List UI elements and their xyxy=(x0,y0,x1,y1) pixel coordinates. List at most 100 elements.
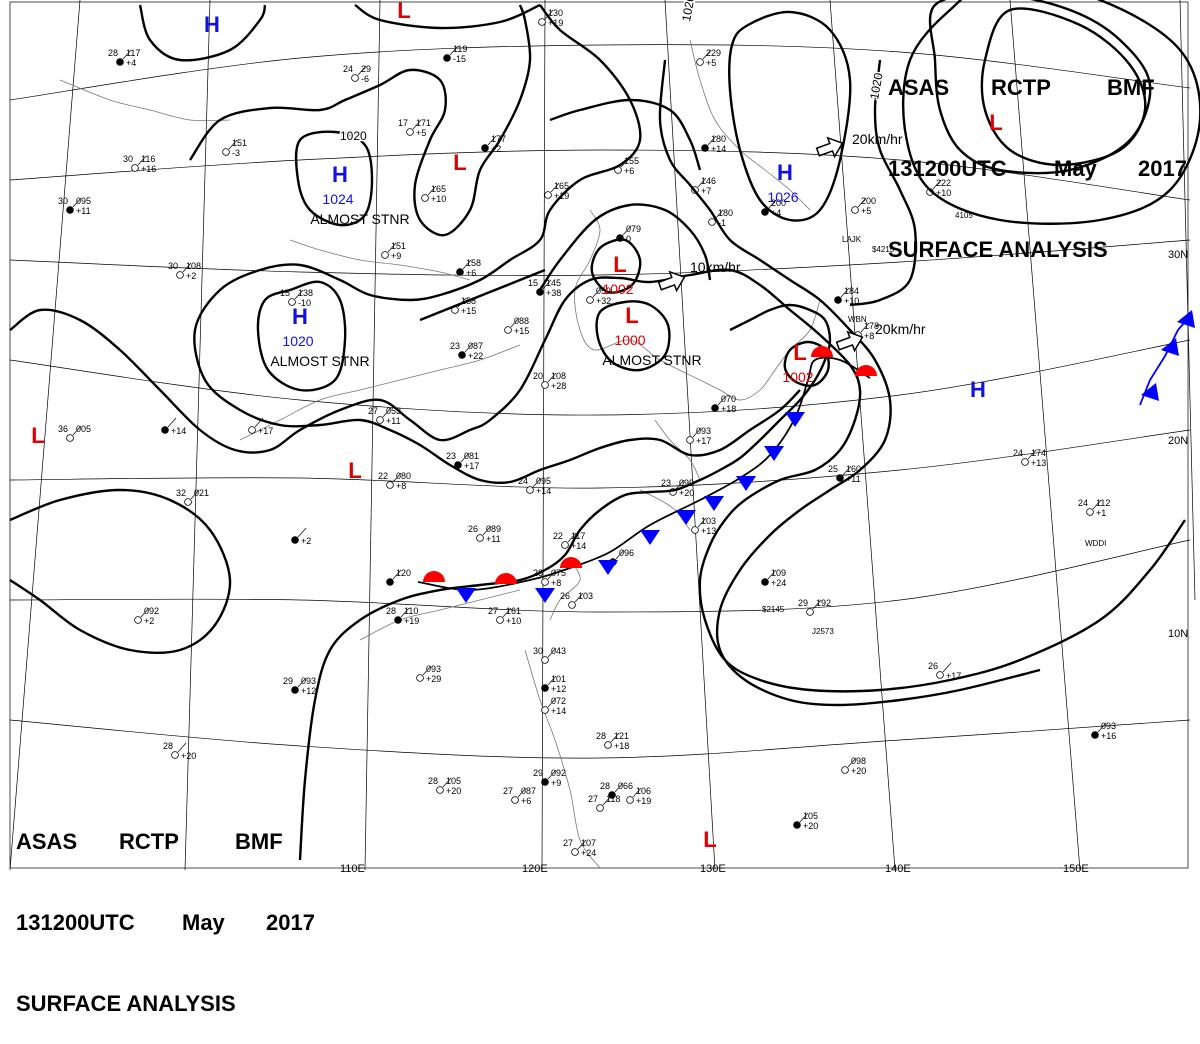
station-pressure: 145 xyxy=(546,278,561,288)
high-pressure-center: H 1020 ALMOST STNR xyxy=(270,304,369,369)
station-circle xyxy=(834,296,842,304)
station-tendency: +10 xyxy=(936,188,951,198)
cold-front-symbol xyxy=(456,588,476,603)
station-plot: 101+12 xyxy=(541,674,566,694)
station-plot: 120 xyxy=(386,568,411,586)
station-circle xyxy=(222,148,230,156)
wind-barb xyxy=(610,732,620,743)
wind-barb xyxy=(228,139,238,150)
station-tendency: +18 xyxy=(614,741,629,751)
wind-barb xyxy=(137,155,147,166)
station-plot: 32 021 xyxy=(176,488,209,506)
station-circle xyxy=(571,848,579,856)
station-circle xyxy=(406,128,414,136)
wind-barb xyxy=(400,607,410,618)
station-pressure: 117 xyxy=(571,531,585,541)
station-tendency: +24 xyxy=(771,578,786,588)
low-pressure-center: L xyxy=(348,458,361,483)
center-letter: L xyxy=(453,150,466,175)
station-plot: 070+18 xyxy=(711,394,736,414)
station-circle xyxy=(248,426,256,434)
wind-barb xyxy=(702,49,712,60)
station-circle xyxy=(526,486,534,494)
station-temp: 36 xyxy=(58,424,68,434)
wind-barb xyxy=(767,569,777,580)
station-temp: 22 xyxy=(378,471,388,481)
station-tendency: +6 xyxy=(624,166,634,176)
fronts xyxy=(417,310,1195,603)
station-pressure: 088 xyxy=(514,316,529,326)
station-pressure: 096 xyxy=(619,548,634,558)
latitude-line xyxy=(9,539,1191,613)
station-circle xyxy=(761,208,769,216)
wind-barb xyxy=(460,452,470,463)
station-pressure: 29 xyxy=(361,64,371,74)
station-plot: 28 110+19 xyxy=(386,606,419,626)
low-pressure-center: L xyxy=(397,0,410,23)
station-pressure: 138 xyxy=(298,288,313,298)
station-plot: 29 192 xyxy=(798,598,831,616)
station-pressure: 130 xyxy=(548,8,563,18)
longitude-line xyxy=(829,0,896,871)
latitude-line xyxy=(9,719,1191,759)
wind-barb xyxy=(297,677,307,688)
station-pressure: 080 xyxy=(396,471,411,481)
station-temp: 24 xyxy=(1013,448,1023,458)
station-circle xyxy=(793,821,801,829)
station-circle xyxy=(134,616,142,624)
station-plot: 093+16 xyxy=(1091,721,1116,741)
station-temp: 27 xyxy=(503,786,513,796)
center-letter: H xyxy=(292,304,308,329)
station-tendency: +11 xyxy=(386,416,401,426)
station-tendency: +14 xyxy=(171,426,186,436)
center-note: ALMOST STNR xyxy=(310,211,409,227)
isobar-open xyxy=(193,4,801,485)
station-tendency: -1 xyxy=(718,218,726,228)
station-pressure: 116 xyxy=(141,154,155,164)
station-plot: 151-3 xyxy=(222,138,247,158)
station-circle xyxy=(386,481,394,489)
longitude-line xyxy=(184,0,211,871)
station-tendency: +13 xyxy=(1031,458,1046,468)
station-pressure: 174 xyxy=(1031,448,1046,458)
wind-barb xyxy=(615,549,625,560)
station-temp: 22 xyxy=(553,531,563,541)
station-plot: 088+15 xyxy=(504,316,529,336)
wind-barb xyxy=(799,812,809,823)
station-circle xyxy=(701,144,709,152)
station-circle xyxy=(541,778,549,786)
station-tendency: +15 xyxy=(461,306,476,316)
wind-barb xyxy=(942,662,952,673)
station-temp: 20 xyxy=(533,371,543,381)
warm-front-symbol xyxy=(560,557,582,568)
station-plot: 103+13 xyxy=(691,516,716,536)
station-tendency: 0 xyxy=(626,234,631,244)
station-pressure: 120 xyxy=(396,568,411,578)
station-plot: 28 117+4 xyxy=(108,48,140,68)
station-temp: 15 xyxy=(280,288,290,298)
center-letter: H xyxy=(332,162,348,187)
station-pressure: 119 xyxy=(453,44,467,54)
station-circle xyxy=(171,751,179,759)
station-plot: 184+10 xyxy=(834,286,859,306)
station-pressure: 099 xyxy=(679,478,694,488)
high-pressure-center: H 1024 ALMOST STNR xyxy=(310,162,409,227)
longitude-label: 110E xyxy=(340,863,365,875)
station-circle xyxy=(443,54,451,62)
wind-barb xyxy=(857,197,867,208)
wind-barb xyxy=(72,425,82,436)
isobar-closed xyxy=(901,0,1200,225)
footer-month: May xyxy=(182,910,225,935)
station-tendency: +14 xyxy=(711,144,726,154)
header-top: ASAS RCTP BMF 131200UTC May 2017 SURFACE… xyxy=(888,20,1187,290)
station-temp: 24 xyxy=(1078,498,1088,508)
wind-barb xyxy=(860,322,870,333)
warm-front-symbol xyxy=(423,571,445,582)
station-plot: 26 089+11 xyxy=(468,524,501,544)
station-tendency: +5 xyxy=(706,58,716,68)
station-plot: 28 +20 xyxy=(163,741,196,761)
wind-barb xyxy=(632,787,642,798)
station-plot: 17 171+5 xyxy=(398,118,431,138)
station-temp: 28 xyxy=(163,741,173,751)
